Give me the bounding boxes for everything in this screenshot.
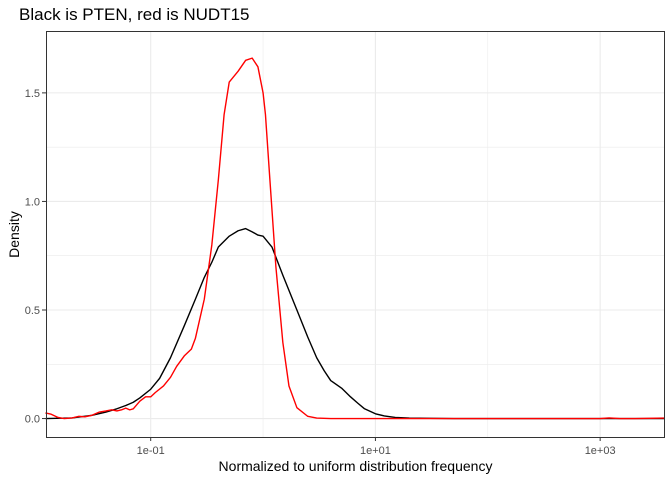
x-tick-label: 1e+03 bbox=[585, 445, 616, 457]
minor-gridlines bbox=[46, 31, 664, 437]
density-line-nudt15 bbox=[45, 57, 665, 420]
x-tick-label: 1e+01 bbox=[360, 445, 391, 457]
y-tick-label: 1.5 bbox=[25, 88, 40, 100]
y-tick-label: 0.5 bbox=[25, 305, 40, 317]
density-line-pten bbox=[45, 227, 665, 420]
y-axis: 0.0 0.5 1.0 1.5 bbox=[25, 88, 46, 426]
chart-title: Black is PTEN, red is NUDT15 bbox=[19, 5, 250, 24]
panel-border bbox=[46, 31, 665, 438]
y-tick-label: 1.0 bbox=[25, 196, 40, 208]
y-axis-title: Density bbox=[6, 211, 22, 258]
x-axis-title: Normalized to uniform distribution frequ… bbox=[219, 458, 493, 474]
x-axis: 1e-01 1e+01 1e+03 bbox=[137, 437, 616, 457]
density-lines bbox=[45, 57, 665, 420]
y-tick-label: 0.0 bbox=[25, 414, 40, 426]
x-tick-label: 1e-01 bbox=[137, 445, 165, 457]
